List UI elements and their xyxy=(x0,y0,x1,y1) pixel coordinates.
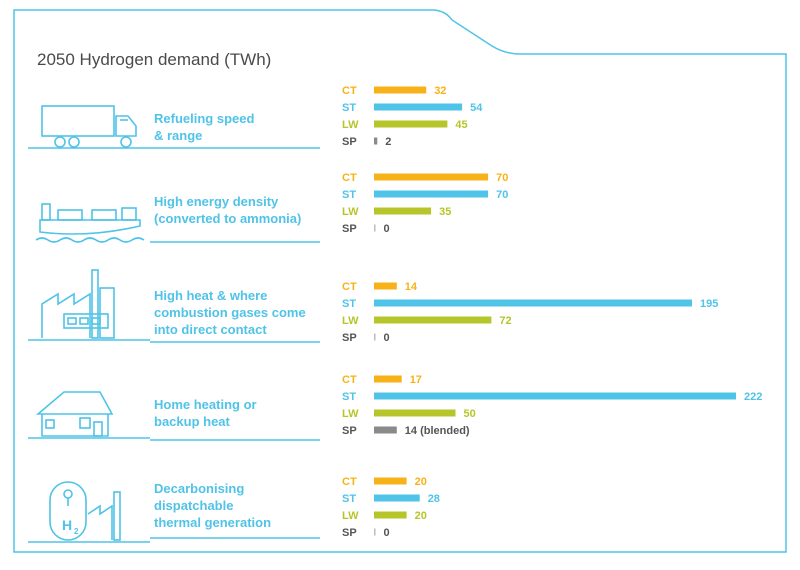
bar-sp xyxy=(374,426,397,434)
use-label-refueling: Refueling speed & range xyxy=(154,110,334,144)
bar-sp xyxy=(374,224,376,232)
scenario-label-sp: SP xyxy=(342,136,357,148)
bar-sp xyxy=(374,137,378,145)
use-label-line: High heat & where xyxy=(154,288,268,303)
scenario-label-st: ST xyxy=(342,298,356,310)
bar-ct xyxy=(374,86,427,94)
bar-lw xyxy=(374,409,456,417)
bar-sp xyxy=(374,528,376,536)
use-label-line: into direct contact xyxy=(154,322,267,337)
use-label-line: backup heat xyxy=(154,414,230,429)
value-label-lw: 72 xyxy=(499,315,511,327)
value-label-ct: 20 xyxy=(415,476,427,488)
value-label-lw: 35 xyxy=(439,206,451,218)
value-label-lw: 20 xyxy=(415,510,427,522)
use-label-line: Refueling speed xyxy=(154,111,255,126)
scenario-label-sp: SP xyxy=(342,223,357,235)
use-label-line: thermal generation xyxy=(154,515,272,530)
bar-ct xyxy=(374,173,489,181)
value-label-lw: 50 xyxy=(464,408,476,420)
scenario-label-lw: LW xyxy=(342,408,359,420)
bar-lw xyxy=(374,511,407,519)
value-label-sp: 0 xyxy=(384,332,390,344)
scenario-label-ct: CT xyxy=(342,374,357,386)
scenario-label-ct: CT xyxy=(342,281,357,293)
bar-lw xyxy=(374,207,432,215)
value-label-ct: 32 xyxy=(434,85,446,97)
bar-st xyxy=(374,103,463,111)
scenario-label-ct: CT xyxy=(342,85,357,97)
bar-ct xyxy=(374,282,397,290)
value-label-lw: 45 xyxy=(455,119,467,131)
value-label-ct: 14 xyxy=(405,281,418,293)
bar-st xyxy=(374,392,736,400)
value-label-st: 28 xyxy=(428,493,440,505)
value-label-st: 195 xyxy=(700,298,718,310)
ship-icon xyxy=(35,203,145,243)
scenario-label-ct: CT xyxy=(342,172,357,184)
house-icon xyxy=(28,391,150,439)
value-label-st: 70 xyxy=(496,189,508,201)
factory-icon xyxy=(28,269,150,341)
svg-text:2: 2 xyxy=(74,527,79,536)
bar-st xyxy=(374,190,489,198)
scenario-label-lw: LW xyxy=(342,510,359,522)
scenario-label-st: ST xyxy=(342,493,356,505)
value-label-ct: 70 xyxy=(496,172,508,184)
use-label-thermal-generation: Decarbonising dispatchable thermal gener… xyxy=(154,480,334,531)
use-label-line: Home heating or xyxy=(154,397,257,412)
scenario-label-sp: SP xyxy=(342,332,357,344)
use-label-energy-density: High energy density (converted to ammoni… xyxy=(154,193,334,227)
bar-lw xyxy=(374,120,448,128)
value-label-sp: 0 xyxy=(384,223,390,235)
bar-st xyxy=(374,299,692,307)
bar-lw xyxy=(374,316,492,324)
scenario-label-lw: LW xyxy=(342,206,359,218)
bar-ct xyxy=(374,375,402,383)
use-label-high-heat: High heat & where combustion gases come … xyxy=(154,287,334,338)
bar-sp xyxy=(374,333,376,341)
use-label-line: Decarbonising xyxy=(154,481,245,496)
hydrogen-plant-icon: H 2 xyxy=(28,481,150,543)
chart-title: 2050 Hydrogen demand (TWh) xyxy=(37,50,272,69)
use-label-line: (converted to ammonia) xyxy=(154,211,302,226)
scenario-label-sp: SP xyxy=(342,527,357,539)
value-label-ct: 17 xyxy=(410,374,422,386)
bar-ct xyxy=(374,477,407,485)
svg-text:H: H xyxy=(62,517,72,533)
truck-icon xyxy=(28,105,150,149)
scenario-label-ct: CT xyxy=(342,476,357,488)
use-label-line: dispatchable xyxy=(154,498,234,513)
scenario-label-sp: SP xyxy=(342,425,357,437)
value-label-sp: 14 (blended) xyxy=(405,425,470,437)
scenario-label-st: ST xyxy=(342,189,356,201)
use-label-line: combustion gases come xyxy=(154,305,306,320)
value-label-sp: 0 xyxy=(384,527,390,539)
scenario-label-lw: LW xyxy=(342,315,359,327)
use-label-line: High energy density xyxy=(154,194,279,209)
scenario-label-st: ST xyxy=(342,391,356,403)
value-label-sp: 2 xyxy=(385,136,391,148)
value-label-st: 222 xyxy=(744,391,762,403)
value-label-st: 54 xyxy=(470,102,483,114)
bar-st xyxy=(374,494,420,502)
use-label-line: & range xyxy=(154,128,203,143)
scenario-label-lw: LW xyxy=(342,119,359,131)
use-label-home-heating: Home heating or backup heat xyxy=(154,396,334,430)
scenario-label-st: ST xyxy=(342,102,356,114)
